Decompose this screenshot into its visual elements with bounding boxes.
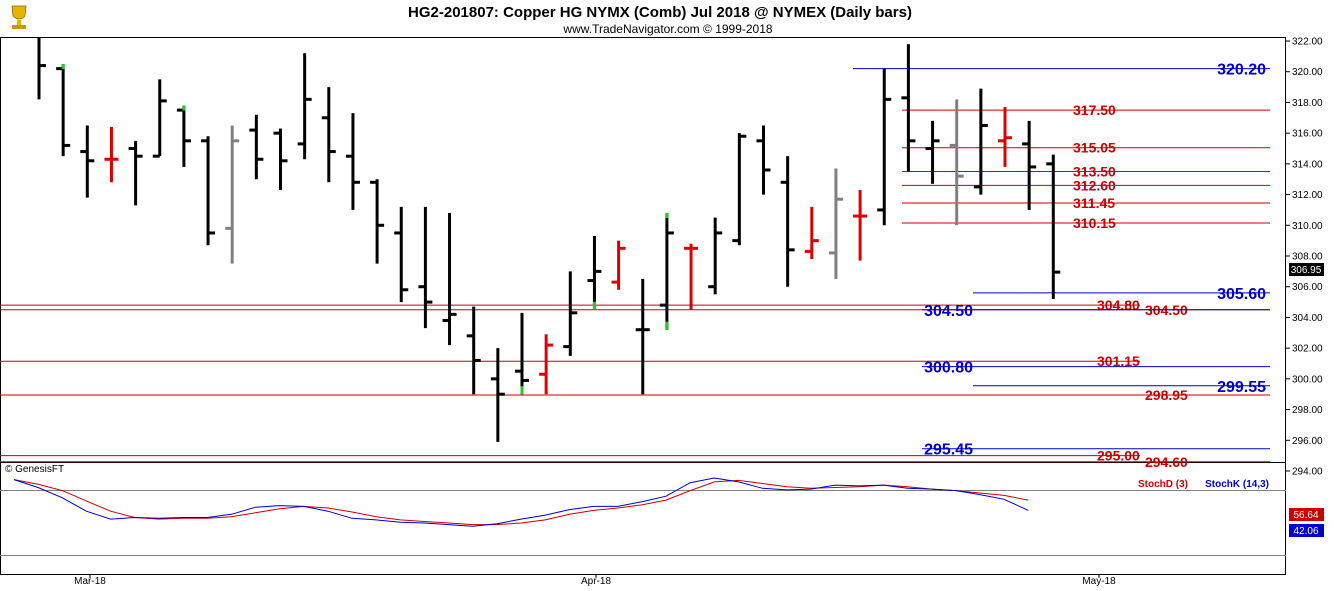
level-label: 298.95 bbox=[1145, 387, 1188, 403]
price-bar bbox=[659, 213, 674, 330]
price-bar bbox=[539, 334, 554, 395]
price-bar bbox=[973, 88, 988, 195]
level-label: 310.15 bbox=[1073, 215, 1116, 231]
level-label: 294.60 bbox=[1145, 454, 1188, 470]
level-label: 301.15 bbox=[1097, 353, 1140, 369]
y-tick-label: 304.00 bbox=[1292, 313, 1323, 324]
price-bar bbox=[128, 140, 143, 206]
x-tick-mar: Mar-18 bbox=[74, 576, 106, 587]
price-bar bbox=[249, 114, 264, 180]
trophy-logo-icon bbox=[11, 5, 27, 29]
price-bar bbox=[780, 156, 795, 287]
price-bar bbox=[853, 189, 868, 261]
level-label: 304.50 bbox=[924, 303, 973, 320]
price-bar bbox=[176, 105, 191, 167]
price-bar bbox=[949, 99, 964, 226]
x-tick-may: May-18 bbox=[1082, 576, 1116, 587]
stoch-d-value-marker: 56.64 bbox=[1289, 508, 1324, 521]
price-bar bbox=[201, 136, 216, 246]
level-label: 304.80 bbox=[1097, 297, 1140, 313]
level-label: 295.45 bbox=[924, 442, 973, 459]
plot-frame bbox=[0, 37, 1286, 575]
level-label: 311.45 bbox=[1073, 195, 1115, 211]
level-label: 320.20 bbox=[1217, 62, 1266, 79]
chart-title: HG2-201807: Copper HG NYMX (Comb) Jul 20… bbox=[408, 4, 912, 21]
price-bar bbox=[708, 217, 723, 295]
x-tick-apr: Apr-18 bbox=[581, 576, 611, 587]
y-tick-label: 308.00 bbox=[1292, 252, 1323, 263]
price-bar bbox=[1022, 120, 1037, 210]
y-tick-label: 298.00 bbox=[1292, 405, 1323, 416]
price-bar bbox=[563, 271, 578, 356]
price-bar bbox=[877, 68, 892, 226]
price-bar bbox=[587, 236, 602, 310]
level-label: 300.80 bbox=[924, 360, 973, 377]
price-bar bbox=[998, 107, 1012, 167]
last-price-label: 306.95 bbox=[1291, 265, 1322, 276]
y-tick-label: 318.00 bbox=[1292, 98, 1323, 109]
level-label: 312.60 bbox=[1073, 177, 1116, 193]
y-tick-label: 322.00 bbox=[1292, 37, 1323, 48]
price-bar bbox=[490, 348, 505, 442]
y-tick-label: 312.00 bbox=[1292, 190, 1323, 201]
level-label: 299.55 bbox=[1217, 379, 1266, 396]
price-bar bbox=[611, 240, 626, 290]
price-bar bbox=[732, 133, 747, 246]
price-bar bbox=[225, 125, 240, 264]
chart-subtitle: www.TradeNavigator.com © 1999-2018 bbox=[562, 22, 772, 36]
stoch-d-line bbox=[13, 479, 1029, 526]
price-bar bbox=[297, 53, 312, 160]
price-bar bbox=[804, 206, 819, 260]
price-bar bbox=[756, 125, 771, 195]
price-bar bbox=[442, 213, 457, 346]
y-tick-label: 314.00 bbox=[1292, 159, 1323, 170]
last-price-marker: 306.95 bbox=[1289, 263, 1324, 276]
y-tick-label: 306.00 bbox=[1292, 282, 1323, 293]
price-bar bbox=[56, 64, 71, 157]
stoch-d-legend: StochD (3) bbox=[1138, 479, 1188, 490]
stoch-d-value: 56.64 bbox=[1293, 510, 1318, 521]
stoch-k-legend: StochK (14,3) bbox=[1205, 479, 1269, 490]
stoch-k-value-marker: 42.06 bbox=[1289, 524, 1324, 537]
price-bar bbox=[925, 120, 940, 184]
ohlc-bars bbox=[37, 37, 1061, 442]
level-label: 315.05 bbox=[1073, 140, 1116, 156]
price-bar bbox=[80, 125, 95, 198]
price-axis: 294.00 296.00 298.00 300.00 302.00 304.00 306.… bbox=[1286, 37, 1323, 478]
level-label: 317.50 bbox=[1073, 102, 1116, 118]
y-tick-label: 320.00 bbox=[1292, 67, 1323, 78]
y-tick-label: 300.00 bbox=[1292, 374, 1323, 385]
price-bar bbox=[370, 179, 385, 264]
stoch-k-line bbox=[13, 477, 1029, 527]
price-bar bbox=[828, 168, 843, 280]
price-bar bbox=[321, 87, 336, 183]
y-tick-label: 310.00 bbox=[1292, 221, 1323, 232]
y-tick-label: 302.00 bbox=[1292, 344, 1323, 355]
level-label: 313.50 bbox=[1073, 164, 1116, 180]
level-label: 305.60 bbox=[1217, 286, 1266, 303]
price-bar bbox=[37, 37, 46, 100]
y-tick-label: 296.00 bbox=[1292, 436, 1323, 447]
y-tick-label: 316.00 bbox=[1292, 129, 1323, 140]
credit-label: © GenesisFT bbox=[5, 464, 64, 475]
price-bar bbox=[684, 243, 699, 310]
y-tick-label: 294.00 bbox=[1292, 467, 1323, 478]
price-bar bbox=[394, 206, 409, 303]
price-bar bbox=[152, 79, 167, 158]
price-bar bbox=[418, 206, 433, 329]
price-bar bbox=[345, 113, 360, 210]
price-bar bbox=[466, 306, 481, 395]
level-label: 295.00 bbox=[1097, 448, 1140, 464]
price-bar bbox=[104, 127, 119, 183]
price-bar bbox=[635, 279, 650, 395]
stoch-k-value: 42.06 bbox=[1293, 526, 1318, 537]
price-bar bbox=[1046, 154, 1061, 299]
price-bar bbox=[901, 44, 916, 172]
price-bar bbox=[273, 128, 288, 190]
price-bar bbox=[515, 312, 529, 395]
